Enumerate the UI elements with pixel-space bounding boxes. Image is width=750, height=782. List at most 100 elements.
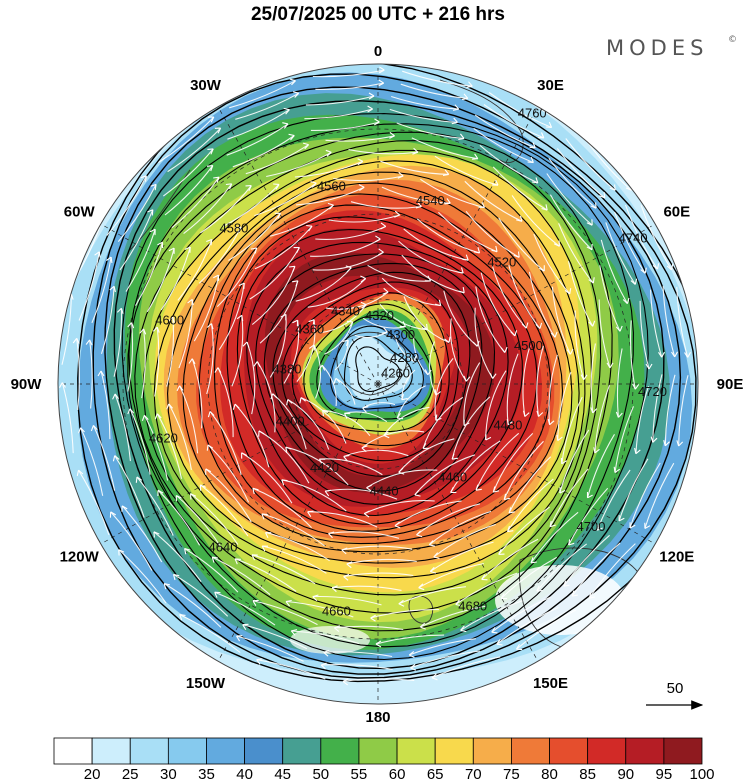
wind-vector [166, 403, 192, 470]
wind-vector [249, 246, 300, 300]
wind-vector [325, 287, 389, 310]
wind-vector [175, 495, 222, 549]
wind-vector [676, 286, 691, 358]
contour-label: 4480 [493, 418, 522, 433]
wind-vector [403, 228, 469, 261]
wind-vector [158, 116, 215, 163]
wind-vector [305, 92, 375, 106]
wind-vector [179, 614, 241, 653]
reference-vector: 50 [646, 680, 704, 710]
longitude-label: 90W [11, 376, 43, 393]
contour-label: 4320 [365, 308, 394, 323]
wind-vector [135, 241, 164, 306]
wind-vector [154, 413, 183, 479]
svg-text:4460: 4460 [438, 470, 467, 485]
svg-text:4720: 4720 [638, 384, 667, 399]
wind-vector [389, 108, 458, 125]
wind-vector [242, 623, 308, 650]
wind-vector [259, 280, 299, 344]
wind-vector [450, 318, 471, 382]
wind-vector [500, 556, 557, 600]
wind-vector [176, 385, 199, 454]
longitude-label: 120W [60, 549, 100, 566]
wind-vector [85, 339, 93, 409]
wind-vector [323, 649, 393, 658]
contour-label: 4740 [619, 231, 648, 246]
height-contour [113, 100, 665, 670]
wind-vector [135, 476, 174, 536]
wind-vector [474, 114, 536, 149]
wind-vector [76, 469, 110, 535]
latitude-circle [207, 213, 549, 555]
height-contour [213, 204, 552, 538]
contour-label: 4360 [295, 322, 324, 337]
wind-vector [496, 606, 559, 646]
wind-vector [488, 92, 553, 129]
contour-label: 4620 [149, 430, 178, 445]
longitude-label: 30E [537, 77, 564, 94]
colorbar-tick-label: 90 [617, 766, 634, 782]
longitude-label: 180 [365, 709, 390, 726]
wind-vector [254, 224, 313, 270]
wind-vector [547, 354, 558, 426]
wind-vector [590, 343, 598, 414]
wind-vector [492, 433, 534, 493]
colorbar-tick-label: 85 [579, 766, 596, 782]
wind-vector [629, 320, 640, 390]
wind-vector [333, 171, 404, 182]
wind-vector [72, 337, 80, 411]
svg-text:4520: 4520 [487, 254, 516, 269]
wind-vector [530, 511, 579, 564]
wind-vector [508, 456, 552, 514]
svg-text:4660: 4660 [322, 604, 351, 619]
contour-label: 4380 [273, 362, 302, 377]
wind-vector [429, 541, 494, 574]
wind-vectors [59, 64, 691, 686]
longitude-label: 60E [663, 204, 690, 221]
colorbar-tick-label: 95 [656, 766, 673, 782]
wind-vector [205, 468, 252, 523]
wind-vector [334, 625, 404, 632]
height-contour [226, 216, 538, 532]
contour-label: 4700 [577, 519, 606, 534]
weak-wind-patch [290, 626, 370, 654]
svg-text:4340: 4340 [331, 303, 360, 318]
height-contour [142, 149, 593, 596]
wind-vector [644, 462, 675, 529]
wind-vector [401, 254, 465, 294]
height-contour [92, 73, 697, 679]
wind-vector [333, 377, 356, 405]
wind-vector [232, 133, 295, 168]
colorbar-tick-label: 75 [503, 766, 520, 782]
wind-vector [528, 271, 558, 338]
wind-vector [232, 403, 270, 468]
wind-vector [315, 222, 387, 240]
colorbar-tick-label: 25 [122, 766, 139, 782]
svg-text:4320: 4320 [365, 308, 394, 323]
meridian-line [377, 223, 656, 385]
colorbar-tick-label: 100 [689, 766, 714, 782]
wind-vector [556, 371, 572, 442]
colorbar-swatch [358, 737, 398, 765]
height-contour [236, 228, 523, 525]
wind-vector [312, 248, 384, 271]
colorbar-swatch [320, 737, 360, 765]
wind-vector [410, 650, 481, 671]
wind-vector [375, 634, 445, 648]
wind-vector [97, 370, 111, 440]
wind-vector [416, 218, 481, 254]
wind-vector [163, 582, 222, 628]
wind-vector [227, 107, 290, 140]
wind-vector [549, 194, 593, 251]
wind-vector [251, 554, 316, 585]
wind-vector [320, 662, 393, 671]
wind-vector [236, 635, 304, 662]
longitude-label: 150W [186, 675, 226, 692]
wind-vector [178, 298, 194, 369]
wind-vector [112, 393, 131, 462]
colorbar-tick-label: 40 [236, 766, 253, 782]
coastline [439, 79, 524, 164]
wind-vector [235, 91, 300, 120]
